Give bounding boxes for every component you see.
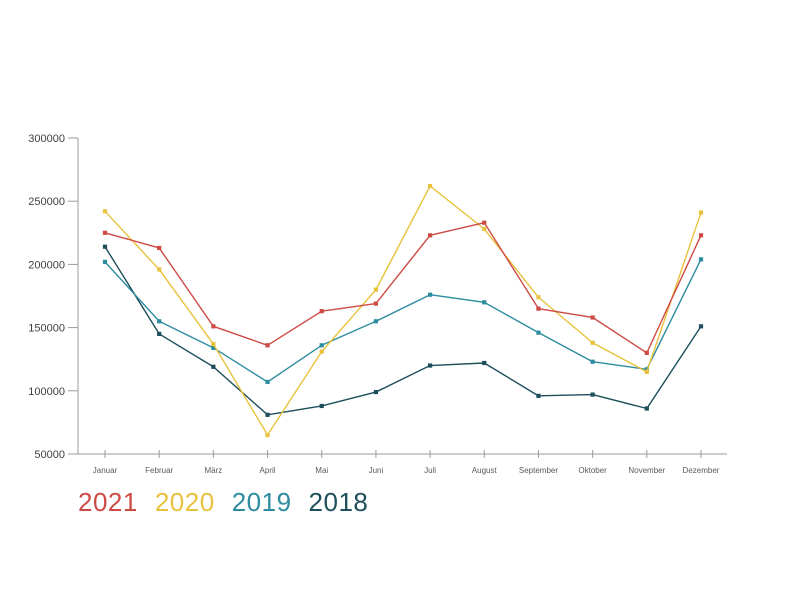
data-point-2020-August	[482, 226, 487, 232]
data-point-2020-Januar	[102, 209, 108, 214]
data-point-2020-Juli	[427, 183, 433, 189]
y-tick-label: 50000	[34, 449, 65, 461]
chart-legend: 2021 2020 2019 2018	[78, 487, 369, 517]
data-point-2018-Oktober	[590, 392, 595, 397]
y-tick-label: 300000	[28, 133, 65, 145]
data-point-2021-August	[482, 220, 487, 225]
data-point-2018-September	[536, 393, 541, 398]
data-point-2019-August	[482, 300, 487, 305]
data-point-2019-Mai	[319, 343, 324, 348]
data-point-2019-Dezember	[698, 257, 704, 262]
x-tick-label: Dezember	[683, 466, 720, 475]
data-point-2018-November	[644, 406, 649, 411]
data-point-2019-Juli	[427, 292, 433, 297]
series-line-2020	[104, 185, 702, 436]
data-point-2020-April	[265, 432, 270, 438]
x-tick-label: Januar	[93, 466, 118, 475]
data-point-2020-November	[644, 369, 649, 374]
series-line-2019	[104, 259, 702, 383]
data-point-2021-Juli	[427, 233, 433, 238]
data-point-2020-Oktober	[590, 340, 595, 345]
data-point-2018-Januar	[102, 244, 108, 249]
data-point-2021-Dezember	[698, 233, 704, 238]
data-point-2019-September	[536, 330, 541, 335]
data-point-2021-Januar	[102, 230, 108, 235]
data-point-2018-März	[211, 364, 216, 369]
data-point-2019-April	[265, 379, 270, 385]
data-point-2020-September	[536, 295, 541, 300]
data-point-2019-Januar	[102, 259, 108, 264]
data-point-2020-Mai	[319, 349, 324, 354]
data-point-2019-Juni	[373, 319, 379, 324]
data-point-2018-Juli	[427, 363, 433, 368]
x-tick-label: November	[628, 466, 665, 475]
data-point-2021-Februar	[157, 245, 162, 251]
data-point-2020-Februar	[157, 267, 162, 272]
data-point-2021-November	[644, 350, 649, 355]
data-point-2019-Februar	[157, 319, 162, 324]
legend-item-2020: 2020	[154, 487, 215, 517]
data-point-2021-Juni	[373, 301, 379, 306]
data-point-2020-Juni	[373, 287, 379, 292]
data-point-2019-Oktober	[590, 359, 595, 364]
series-line-2021	[104, 221, 702, 354]
data-point-2018-Februar	[157, 331, 162, 337]
data-point-2018-April	[265, 412, 270, 417]
y-tick-label: 250000	[28, 196, 65, 208]
series-line-2018	[104, 246, 702, 416]
x-tick-label: April	[260, 466, 276, 475]
legend-item-2021: 2021	[78, 487, 138, 517]
data-point-2018-Juni	[373, 389, 379, 395]
x-tick-label: Oktober	[578, 466, 607, 475]
legend-item-2018: 2018	[308, 487, 369, 517]
legend-item-2019: 2019	[231, 487, 292, 517]
x-tick-label: Juni	[369, 466, 384, 475]
x-tick-label: Februar	[145, 466, 173, 475]
data-point-2021-April	[265, 343, 270, 348]
y-tick-label: 150000	[28, 323, 65, 335]
x-tick-label: Juli	[424, 466, 436, 475]
data-point-2020-März	[211, 341, 216, 347]
data-point-2020-Dezember	[698, 210, 704, 215]
data-point-2021-Oktober	[590, 315, 595, 320]
data-point-2018-Dezember	[698, 324, 704, 329]
y-tick-label: 100000	[28, 386, 65, 398]
data-point-2019-März	[211, 345, 216, 350]
x-tick-label: Mai	[315, 466, 328, 475]
x-tick-label: August	[472, 466, 498, 475]
data-point-2021-März	[211, 324, 216, 329]
data-point-2021-September	[536, 306, 541, 311]
data-point-2021-Mai	[319, 309, 324, 314]
data-point-2019-November	[644, 367, 649, 372]
data-point-2018-Mai	[319, 403, 324, 409]
x-tick-label: September	[519, 466, 558, 475]
y-tick-label: 200000	[28, 259, 65, 271]
x-tick-label: März	[204, 466, 222, 475]
data-point-2018-August	[482, 360, 487, 366]
